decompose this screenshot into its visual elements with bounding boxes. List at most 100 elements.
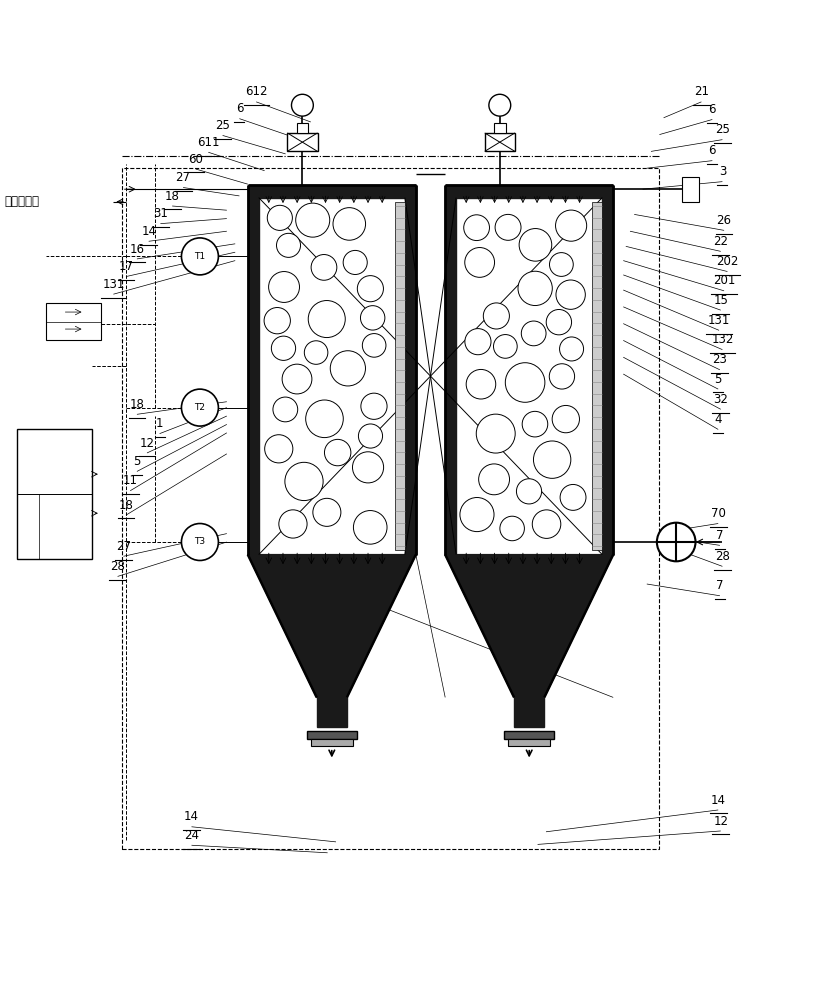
Text: 31: 31 (153, 207, 168, 220)
Circle shape (522, 321, 546, 346)
Text: T2: T2 (194, 403, 206, 412)
Circle shape (276, 233, 301, 257)
Circle shape (479, 464, 510, 495)
Circle shape (273, 397, 297, 422)
Circle shape (506, 363, 545, 402)
Bar (508, 739, 550, 746)
Bar (17, 429, 92, 559)
Text: 15: 15 (713, 294, 728, 307)
Text: 18: 18 (118, 499, 134, 512)
Circle shape (285, 462, 323, 501)
Circle shape (500, 516, 524, 541)
Circle shape (549, 253, 573, 276)
Circle shape (361, 393, 387, 419)
Text: 6: 6 (236, 102, 243, 115)
Circle shape (460, 498, 494, 532)
Text: 6: 6 (709, 144, 716, 157)
Bar (307, 731, 357, 739)
Bar (592, 202, 602, 550)
Circle shape (267, 205, 292, 230)
Circle shape (559, 337, 584, 361)
Text: 5: 5 (715, 373, 722, 386)
Circle shape (344, 250, 367, 274)
Text: 22: 22 (713, 235, 728, 248)
Circle shape (296, 203, 330, 237)
Bar (297, 123, 308, 133)
Circle shape (269, 272, 300, 302)
Text: T3: T3 (194, 538, 206, 546)
Text: 27: 27 (176, 171, 191, 184)
Polygon shape (248, 198, 259, 555)
Circle shape (357, 276, 383, 302)
Text: 612: 612 (245, 85, 267, 98)
Circle shape (549, 364, 575, 389)
Circle shape (533, 441, 571, 478)
Circle shape (519, 229, 552, 261)
Bar (46, 303, 101, 340)
Circle shape (306, 400, 344, 438)
Polygon shape (248, 555, 416, 697)
Circle shape (308, 301, 345, 338)
Circle shape (518, 271, 553, 306)
Circle shape (330, 351, 365, 386)
Text: T1: T1 (194, 252, 206, 261)
Text: 18: 18 (129, 398, 144, 411)
Circle shape (494, 335, 517, 358)
Polygon shape (405, 198, 416, 555)
Text: 131: 131 (102, 278, 124, 291)
Text: 12: 12 (139, 437, 155, 450)
Circle shape (517, 479, 542, 504)
Circle shape (312, 498, 341, 526)
Circle shape (359, 424, 382, 448)
Circle shape (311, 255, 337, 280)
Bar (311, 739, 353, 746)
Text: 32: 32 (713, 393, 728, 406)
Circle shape (333, 208, 365, 240)
Circle shape (279, 510, 307, 538)
Polygon shape (445, 555, 613, 697)
Circle shape (181, 238, 218, 275)
Text: 14: 14 (141, 225, 156, 238)
Text: 24: 24 (184, 829, 199, 842)
Text: 28: 28 (715, 550, 730, 563)
Text: 202: 202 (717, 255, 738, 268)
Circle shape (556, 280, 585, 309)
Text: 611: 611 (197, 136, 219, 149)
Text: 28: 28 (110, 560, 125, 573)
Circle shape (495, 214, 521, 240)
Circle shape (489, 94, 511, 116)
Polygon shape (317, 697, 347, 727)
Text: 27: 27 (116, 540, 131, 553)
Circle shape (552, 405, 580, 433)
Circle shape (657, 523, 696, 561)
Bar (485, 133, 515, 151)
Circle shape (465, 248, 495, 277)
Bar (494, 123, 506, 133)
Text: 1: 1 (156, 417, 163, 430)
Text: 3: 3 (719, 165, 726, 178)
Circle shape (354, 511, 387, 544)
Text: 4: 4 (715, 413, 722, 426)
Circle shape (181, 389, 218, 426)
Text: 18: 18 (165, 190, 180, 203)
Circle shape (546, 309, 571, 335)
Circle shape (353, 452, 384, 483)
Bar (504, 731, 554, 739)
Text: 25: 25 (715, 123, 730, 136)
Circle shape (522, 411, 548, 437)
Circle shape (476, 414, 515, 453)
Circle shape (360, 306, 385, 330)
Circle shape (324, 439, 351, 466)
Circle shape (466, 369, 496, 399)
Text: 7: 7 (717, 579, 723, 592)
Bar (122, 168, 659, 849)
Text: 5: 5 (134, 455, 140, 468)
Text: 25: 25 (215, 119, 230, 132)
Circle shape (560, 484, 586, 510)
Circle shape (555, 210, 586, 241)
Text: 14: 14 (711, 794, 726, 807)
Text: 201: 201 (713, 274, 735, 287)
Polygon shape (602, 198, 613, 555)
Circle shape (304, 341, 328, 364)
Circle shape (265, 435, 293, 463)
